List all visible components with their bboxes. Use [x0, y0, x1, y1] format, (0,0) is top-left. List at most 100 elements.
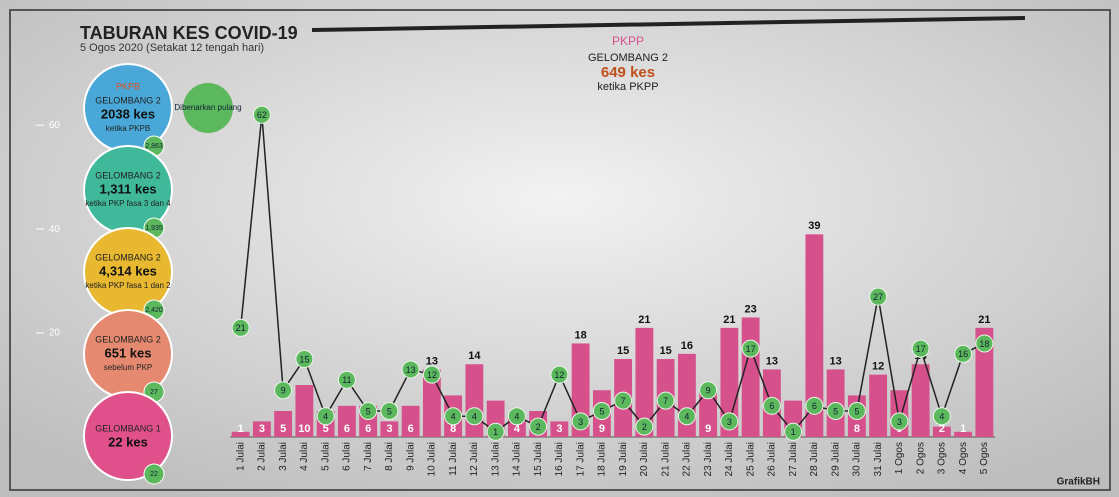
- wave-discharged: 1,935: [145, 225, 163, 232]
- x-tick-label: 29 Julai: [830, 442, 841, 476]
- wave-cases: 4,314 kes: [99, 263, 157, 278]
- point-label: 12: [427, 370, 437, 380]
- x-tick-label: 17 Julai: [575, 442, 586, 476]
- point-label: 4: [451, 412, 456, 422]
- x-tick-label: 5 Julai: [320, 442, 331, 471]
- bar: [742, 317, 760, 437]
- x-tick-label: 8 Julai: [384, 442, 395, 471]
- title: TABURAN KES COVID-19: [80, 23, 298, 43]
- bar: [912, 364, 930, 437]
- wave-cases: 1,311 kes: [99, 181, 156, 196]
- legend-text: Dibenarkan pulang: [174, 103, 241, 112]
- bar-label: 15: [660, 345, 672, 357]
- x-tick-label: 2 Julai: [257, 442, 268, 471]
- bar-label: 13: [830, 355, 842, 367]
- point-label: 6: [769, 401, 774, 411]
- x-tick-label: 26 Julai: [767, 442, 778, 476]
- point-label: 4: [514, 412, 519, 422]
- x-tick-label: 28 Julai: [809, 442, 820, 476]
- bar-label: 15: [617, 345, 629, 357]
- x-tick-label: 2 Ogos: [915, 442, 926, 474]
- x-tick-label: 25 Julai: [745, 442, 756, 476]
- wave-phase: GELOMBANG 2: [95, 170, 161, 180]
- bar-label: 3: [386, 423, 392, 435]
- callout-tag: PKPP: [612, 34, 644, 48]
- bar-label: 9: [705, 423, 711, 435]
- wave-discharged: 22: [150, 471, 158, 478]
- point-label: 17: [916, 344, 926, 354]
- point-label: 27: [873, 292, 883, 302]
- x-tick-label: 27 Julai: [788, 442, 799, 476]
- bar-label: 8: [854, 423, 860, 435]
- point-label: 7: [621, 396, 626, 406]
- x-tick-label: 24 Julai: [724, 442, 735, 476]
- wave-discharged: 2,863: [145, 143, 163, 150]
- x-tick-label: 11 Julai: [448, 442, 459, 476]
- point-label: 3: [727, 417, 732, 427]
- wave-cases: 22 kes: [108, 434, 148, 449]
- point-label: 5: [366, 406, 371, 416]
- point-label: 2: [536, 422, 541, 432]
- bar-label: 10: [298, 423, 310, 435]
- point-label: 4: [939, 412, 944, 422]
- credit: GrafikBH: [1057, 477, 1100, 488]
- point-label: 9: [281, 386, 286, 396]
- y-tick-label: 20: [49, 328, 61, 339]
- point-label: 4: [323, 412, 328, 422]
- point-label: 4: [684, 412, 689, 422]
- callout-phase: GELOMBANG 2: [588, 52, 668, 64]
- x-tick-label: 10 Julai: [427, 442, 438, 476]
- x-tick-label: 9 Julai: [405, 442, 416, 471]
- y-tick-label: 60: [49, 120, 61, 131]
- subtitle: 5 Ogos 2020 (Setakat 12 tengah hari): [80, 42, 264, 54]
- bar: [869, 375, 887, 437]
- bar-label: 14: [468, 350, 481, 362]
- point-label: 5: [833, 406, 838, 416]
- x-tick-label: 4 Julai: [299, 442, 310, 471]
- bar-label: 13: [766, 355, 778, 367]
- point-label: 13: [406, 365, 416, 375]
- bar-label: 1: [238, 423, 244, 435]
- x-tick-label: 21 Julai: [660, 442, 671, 476]
- point-label: 4: [472, 412, 477, 422]
- x-tick-label: 6 Julai: [342, 442, 353, 471]
- point-label: 5: [599, 406, 604, 416]
- point-label: 1: [791, 427, 796, 437]
- x-tick-label: 7 Julai: [363, 442, 374, 471]
- x-tick-label: 30 Julai: [852, 442, 863, 476]
- bar-label: 6: [344, 423, 350, 435]
- wave-note: ketika PKP fasa 1 dan 2: [85, 281, 171, 290]
- x-tick-label: 31 Julai: [873, 442, 884, 476]
- bar-label: 6: [365, 423, 371, 435]
- bar: [465, 364, 483, 437]
- bar-label: 21: [978, 314, 990, 326]
- bar-label: 6: [408, 423, 414, 435]
- wave-phase: GELOMBANG 1: [95, 423, 161, 433]
- callout-note: ketika PKPP: [597, 81, 658, 93]
- wave-phase: GELOMBANG 2: [95, 95, 161, 105]
- bar-label: 5: [280, 423, 286, 435]
- wave-note: sebelum PKP: [104, 363, 152, 372]
- x-tick-label: 15 Julai: [533, 442, 544, 476]
- bar-label: 1: [960, 423, 966, 435]
- point-label: 3: [897, 417, 902, 427]
- point-label: 21: [236, 323, 246, 333]
- point-label: 5: [854, 406, 859, 416]
- x-tick-label: 12 Julai: [469, 442, 480, 476]
- point-label: 1: [493, 427, 498, 437]
- x-tick-label: 20 Julai: [639, 442, 650, 476]
- wave-phase: GELOMBANG 2: [95, 252, 161, 262]
- point-label: 17: [746, 344, 756, 354]
- point-label: 2: [642, 422, 647, 432]
- point-label: 7: [663, 396, 668, 406]
- x-tick-label: 4 Ogos: [958, 442, 969, 474]
- point-label: 12: [554, 370, 564, 380]
- bar-label: 39: [808, 220, 820, 232]
- point-label: 18: [979, 339, 989, 349]
- callout-cases: 649 kes: [601, 64, 655, 81]
- wave-tag: PKPB: [116, 81, 140, 91]
- bar-label: 23: [745, 303, 757, 315]
- x-tick-label: 16 Julai: [554, 442, 565, 476]
- bar-label: 16: [681, 340, 693, 352]
- point-label: 16: [958, 349, 968, 359]
